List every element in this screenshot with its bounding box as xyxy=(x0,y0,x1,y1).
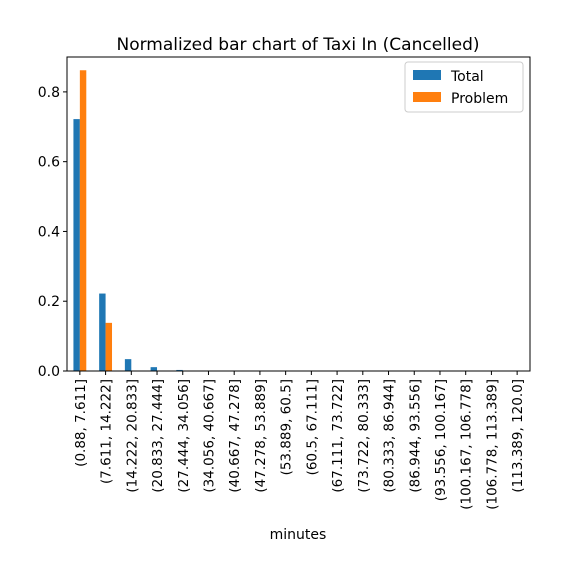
x-tick-label: (27.444, 34.056] xyxy=(176,379,192,493)
x-tick-label: (47.278, 53.889] xyxy=(253,379,269,493)
y-tick-label: 0.8 xyxy=(38,85,60,101)
x-tick-label: (40.667, 47.278] xyxy=(227,379,243,493)
y-tick-label: 0.0 xyxy=(38,364,60,380)
y-tick-label: 0.4 xyxy=(38,224,60,240)
x-tick-label: (93.556, 100.167] xyxy=(433,379,449,501)
y-axis-ticks: 0.0 0.2 0.4 0.6 0.8 xyxy=(38,85,67,380)
x-tick-label: (113.389, 120.0] xyxy=(510,379,526,493)
x-tick-label: (14.222, 20.833] xyxy=(124,379,140,493)
legend-swatch-problem xyxy=(413,92,441,102)
x-tick-label: (73.722, 80.333] xyxy=(356,379,372,493)
x-axis-ticks: (0.88, 7.611] (7.611, 14.222] (14.222, 20.… xyxy=(73,371,526,510)
legend-swatch-total xyxy=(413,70,441,80)
y-tick-label: 0.2 xyxy=(38,294,60,310)
x-tick-label: (67.111, 73.722] xyxy=(330,379,346,493)
x-tick-label: (7.611, 14.222] xyxy=(99,379,115,484)
bar-total-1 xyxy=(99,293,106,371)
bar-total-0 xyxy=(73,119,80,371)
x-tick-label: (53.889, 60.5] xyxy=(279,379,295,475)
bar-total-4 xyxy=(176,369,183,371)
chart-title: Normalized bar chart of Taxi In (Cancell… xyxy=(117,35,480,55)
bar-total-2 xyxy=(124,359,132,371)
x-tick-label: (0.88, 7.611] xyxy=(73,379,89,467)
x-tick-label: (100.167, 106.778] xyxy=(459,379,475,510)
bar-total-3 xyxy=(150,367,158,371)
bars-group xyxy=(73,70,183,371)
plot-frame xyxy=(66,56,531,372)
bar-problem-0 xyxy=(79,70,87,371)
x-tick-label: (60.5, 67.111] xyxy=(304,379,320,475)
x-tick-label: (34.056, 40.667] xyxy=(201,379,217,493)
x-tick-label: (106.778, 113.389] xyxy=(484,379,500,510)
x-axis-label: minutes xyxy=(270,527,327,543)
x-tick-label: (20.833, 27.444] xyxy=(150,379,166,493)
legend-label-total: Total xyxy=(450,69,484,85)
bar-problem-1 xyxy=(105,322,113,371)
x-tick-label: (86.944, 93.556] xyxy=(407,379,423,493)
legend-label-problem: Problem xyxy=(451,91,508,107)
x-tick-label: (80.333, 86.944] xyxy=(382,379,398,493)
y-tick-label: 0.6 xyxy=(38,155,60,171)
legend: Total Problem xyxy=(404,61,524,113)
